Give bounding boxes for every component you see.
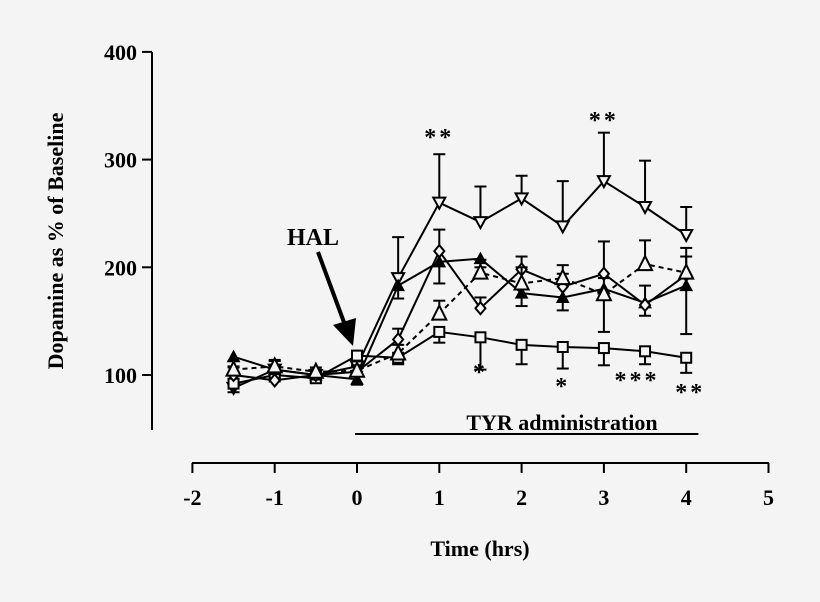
y-tick-label: 200	[104, 255, 137, 280]
diamond-marker	[474, 300, 487, 316]
significance-marker: **	[589, 108, 619, 134]
hal-label: HAL	[287, 225, 339, 251]
x-tick-label: 0	[352, 485, 363, 510]
significance-marker: *	[473, 360, 488, 386]
x-axis-label: Time (hrs)	[430, 536, 529, 561]
significance-marker: **	[424, 125, 454, 151]
open-triangle-marker	[307, 361, 325, 379]
series-line	[233, 249, 687, 382]
x-tick-label: 5	[763, 485, 774, 510]
open-triangle-marker	[471, 262, 490, 280]
diamond-marker	[638, 297, 652, 313]
open-triangle-marker	[266, 356, 284, 374]
open-triangle-marker	[430, 303, 448, 321]
x-tick-label: 3	[598, 485, 609, 510]
inverted-triangle-marker	[431, 196, 447, 211]
filled-triangle-marker	[514, 286, 529, 299]
filled-triangle-marker	[555, 290, 570, 303]
x-tick-label: 2	[516, 485, 527, 510]
y-tick-label: 400	[104, 40, 137, 65]
significance-marker: ***	[615, 368, 660, 394]
square-marker	[597, 342, 610, 355]
open-triangle-marker	[348, 360, 366, 378]
inverted-triangle-marker	[472, 216, 489, 231]
filled-triangle-marker	[432, 254, 447, 268]
inverted-triangle-marker	[637, 200, 653, 216]
open-triangle-marker	[595, 283, 613, 302]
hal-arrow-shaft	[316, 251, 347, 326]
hal-arrow-head	[333, 318, 356, 346]
tyr-label: TYR administration	[466, 410, 657, 435]
significance-marker: **	[675, 380, 705, 406]
open-triangle-marker	[677, 262, 695, 280]
square-marker	[433, 325, 446, 338]
filled-triangle-marker	[679, 278, 694, 292]
series-diamond-open	[227, 228, 693, 388]
x-tick-label: -1	[266, 485, 284, 510]
square-marker	[515, 338, 528, 351]
significance-marker: *	[555, 374, 570, 400]
x-tick-label: 1	[434, 485, 445, 510]
square-marker	[556, 340, 569, 353]
open-triangle-marker	[554, 267, 572, 286]
y-axis-label: Dopamine as % of Baseline	[43, 112, 68, 369]
series-line	[233, 262, 687, 373]
square-marker	[351, 349, 363, 362]
series-triangle-open	[224, 239, 695, 379]
open-triangle-marker	[636, 253, 654, 272]
y-tick-label: 300	[104, 148, 137, 173]
square-marker	[474, 331, 487, 344]
open-triangle-marker	[512, 273, 531, 291]
series-triangle-filled	[226, 251, 694, 386]
x-tick-label: -2	[183, 485, 201, 510]
series-inverted-triangle-open	[225, 131, 694, 397]
square-marker	[639, 345, 652, 358]
open-triangle-marker	[224, 359, 243, 377]
diamond-marker	[268, 372, 282, 388]
open-triangle-marker	[389, 343, 407, 361]
y-tick-label: 100	[104, 363, 137, 388]
inverted-triangle-marker	[678, 228, 694, 244]
square-marker	[680, 351, 693, 364]
diamond-marker	[432, 243, 446, 259]
inverted-triangle-marker	[513, 192, 530, 207]
inverted-triangle-marker	[596, 175, 612, 190]
filled-triangle-marker	[391, 278, 405, 292]
series-line	[233, 257, 687, 381]
x-tick-label: 4	[681, 485, 692, 510]
inverted-triangle-marker	[555, 220, 571, 235]
